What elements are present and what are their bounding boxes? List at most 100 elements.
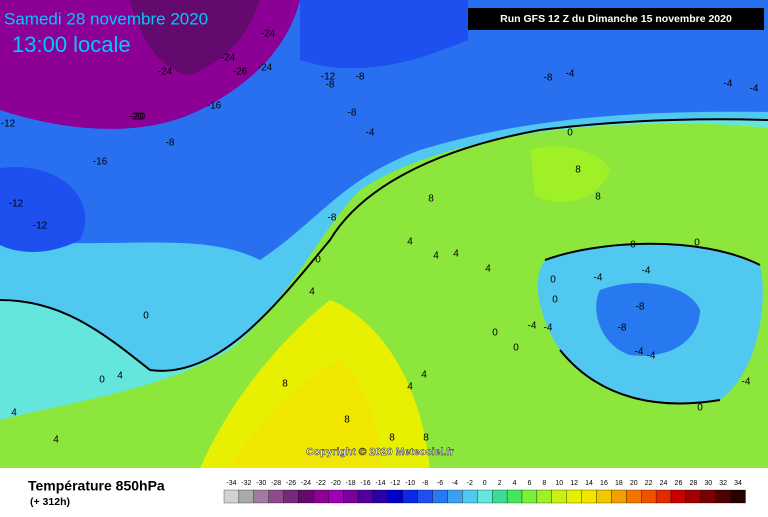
contour-label: 8: [423, 433, 429, 444]
contour-label: -8: [544, 73, 553, 84]
scale-label: 20: [630, 480, 638, 487]
scale-swatch: [372, 489, 389, 504]
scale-swatch: [432, 489, 448, 504]
contour-label: -12: [1, 119, 16, 130]
contour-label: -20: [131, 112, 146, 123]
scale-label: 14: [585, 480, 593, 487]
contour-label: 8: [344, 415, 350, 426]
scale-swatch: [611, 489, 627, 504]
scale-swatch: [417, 489, 433, 504]
contour-label: -4: [594, 273, 603, 284]
contour-label: 0: [315, 255, 321, 266]
scale-label: 34: [734, 480, 742, 487]
scale-label: -30: [256, 480, 266, 487]
contour-label: 8: [282, 379, 288, 390]
scale-swatch: [477, 489, 493, 504]
scale-swatch: [238, 489, 254, 504]
contour-labels: -24-24-24-26-20-24-12 -8-8-8-8 -4-4 0-16-20…: [1, 29, 759, 446]
scale-swatch: [581, 489, 597, 504]
scale-label: -18: [346, 480, 356, 487]
contour-label: -24: [258, 63, 273, 74]
scale-swatch: [223, 489, 240, 504]
contour-label: -12: [321, 72, 336, 83]
contour-label: -8: [356, 72, 365, 83]
contour-label: 4: [433, 251, 439, 262]
contour-label: 0: [630, 240, 636, 251]
contour-label: 0: [492, 328, 498, 339]
scale-swatch: [298, 489, 314, 504]
contour-label: 4: [421, 370, 427, 381]
field-name: Température 850hPa: [28, 478, 165, 494]
scale-swatch: [655, 489, 672, 504]
contour-label: 0: [552, 295, 558, 306]
scale-label: -4: [452, 480, 458, 487]
scale-swatch: [328, 489, 344, 504]
contour-label: 0: [143, 311, 149, 322]
contour-label: -12: [9, 199, 24, 210]
contour-label: -20: [129, 112, 144, 123]
contour-label: -4: [647, 351, 656, 362]
scale-label: 0: [483, 480, 487, 487]
contour-label: -8: [166, 138, 175, 149]
scale-label: 2: [498, 480, 502, 487]
contour-label: -24: [221, 53, 236, 64]
time: 13:00 locale: [12, 32, 131, 57]
scale-label: -20: [331, 480, 341, 487]
scale-label: 8: [542, 480, 546, 487]
contour-label: -4: [528, 321, 537, 332]
contour-label: -4: [544, 323, 553, 334]
scale-label: 6: [527, 480, 531, 487]
scale-label: -10: [405, 480, 415, 487]
scale-swatch: [536, 489, 552, 504]
zero-contour: [544, 242, 761, 405]
scale-swatch: [402, 489, 418, 504]
scale-label: 28: [689, 480, 697, 487]
contour-label: 4: [309, 287, 315, 298]
contour-label: -4: [750, 84, 759, 95]
scale-swatch: [447, 489, 463, 504]
scale-label: 22: [645, 480, 653, 487]
scale-swatch: [506, 489, 523, 504]
scale-swatch: [670, 489, 687, 504]
contour-label: 4: [453, 249, 459, 260]
contour-label: -4: [566, 69, 575, 80]
field: [0, 0, 768, 469]
contour-label: 4: [485, 264, 491, 275]
lead-time: (+ 312h): [30, 496, 70, 508]
contour-label: -8: [348, 108, 357, 119]
scale-label: 18: [615, 480, 623, 487]
scale-label: 12: [570, 480, 578, 487]
scale-label: 24: [660, 480, 668, 487]
scale-swatch: [551, 489, 567, 504]
scale-swatch: [641, 489, 657, 504]
contour-label: -24: [261, 29, 276, 40]
contour-label: -8: [636, 302, 645, 313]
contour-label: 8: [389, 433, 395, 444]
contour-label: 4: [407, 237, 413, 248]
contour-label: 8: [595, 192, 601, 203]
scale-label: -16: [360, 480, 370, 487]
scale-swatch: [626, 489, 642, 504]
contour-label: -8: [328, 213, 337, 224]
scale-swatch: [521, 489, 538, 504]
color-scale: -34 -32 -30 -28 -26 -24 -22 -20 -18 -16 -14 -12 -10-…: [223, 480, 746, 504]
contour-label: 0: [567, 128, 573, 139]
scale-swatch: [730, 489, 746, 504]
scale-label: -2: [467, 480, 473, 487]
scale-swatch: [462, 489, 478, 504]
contour-label: -8: [326, 80, 335, 91]
run: Run GFS 12 Z du Dimanche 15 novembre 202…: [500, 13, 732, 25]
scale-label: 4: [513, 480, 517, 487]
scale-swatch: [492, 489, 508, 504]
scale-label: -28: [271, 480, 281, 487]
zero-contour: [0, 118, 768, 372]
scale-swatch: [268, 489, 284, 504]
scale-swatch: [685, 489, 701, 504]
contour-label: 0: [697, 403, 703, 414]
contour-label: -4: [366, 128, 375, 139]
contour-label: -26: [233, 67, 248, 78]
scale-label: -8: [422, 480, 428, 487]
contour-label: -16: [93, 157, 108, 168]
scale-swatch: [253, 489, 269, 504]
